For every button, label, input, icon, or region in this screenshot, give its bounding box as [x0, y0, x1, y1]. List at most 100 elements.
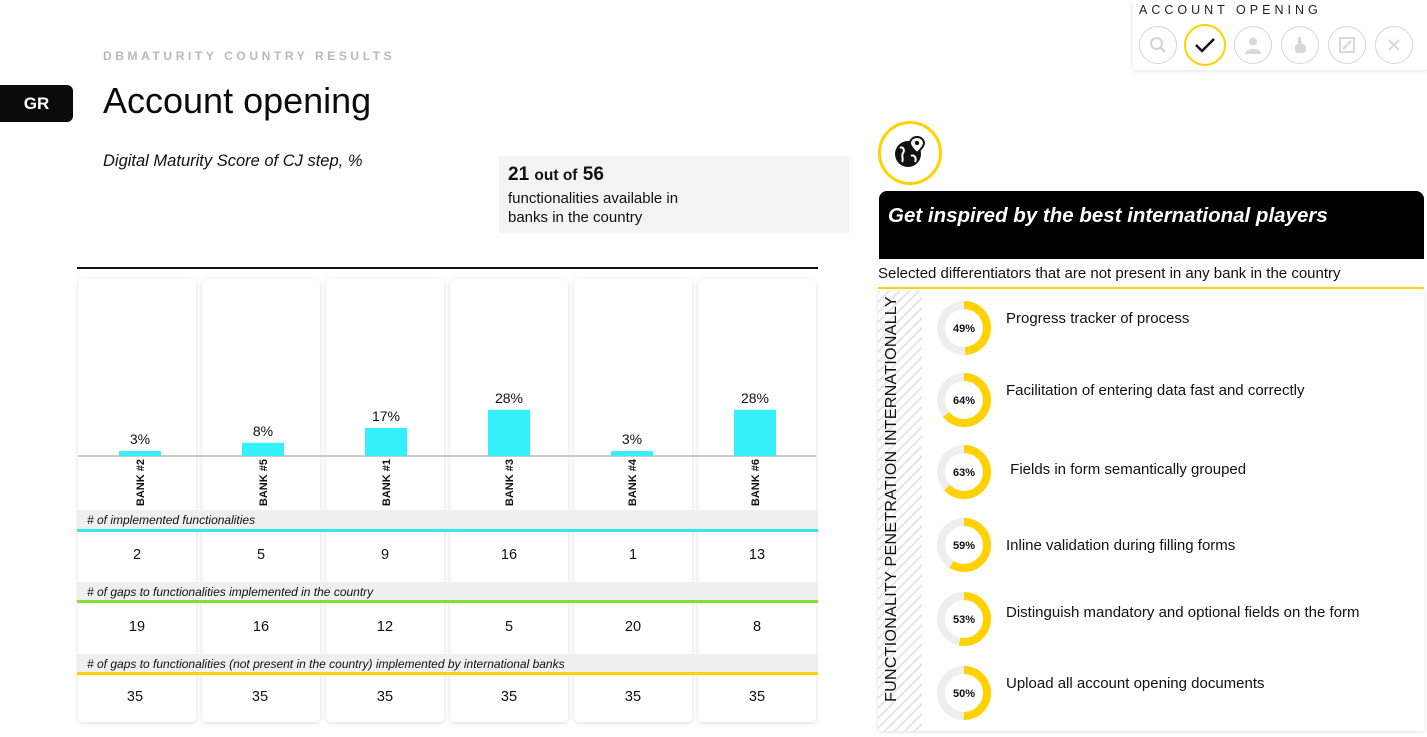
- bar-chart: 3% BANK #2 8% BANK #5 17% BANK #1 28% BANK #3 3%…: [78, 390, 816, 506]
- report-subtitle: DBMATURITY COUNTRY RESULTS: [103, 49, 396, 63]
- category-label: BANK #6: [750, 459, 762, 506]
- penetration-donut: 53%: [937, 592, 991, 646]
- feature-text: Progress tracker of process: [1006, 310, 1190, 327]
- bar: [365, 427, 407, 456]
- table-cell: 19: [128, 619, 146, 635]
- table-cell: 35: [376, 689, 394, 705]
- row-line-implemented: [77, 529, 818, 532]
- donut-percent: 50%: [953, 688, 975, 700]
- category-label: BANK #5: [258, 459, 270, 506]
- table-cell: 12: [376, 619, 394, 635]
- bank-column-card: [326, 279, 444, 722]
- bar-value-label: 17%: [372, 408, 400, 424]
- bar: [488, 409, 530, 456]
- country-badge: GR: [0, 85, 73, 122]
- table-cell: 35: [500, 689, 518, 705]
- penetration-donut: 63%: [937, 445, 991, 499]
- category-label: BANK #2: [135, 459, 147, 506]
- table-cell: 8: [752, 619, 762, 635]
- row-line-gaps-country: [77, 600, 818, 603]
- donut-percent: 53%: [953, 614, 975, 626]
- feature-text: Distinguish mandatory and optional field…: [1006, 604, 1360, 621]
- bank-column-card: [202, 279, 320, 722]
- search-icon[interactable]: [1139, 26, 1177, 64]
- table-cell: 16: [500, 547, 518, 563]
- donut-fill: [937, 373, 991, 427]
- donut-fill: [937, 445, 991, 499]
- differentiators-label: Selected differentiators that are not pr…: [878, 265, 1341, 282]
- bar: [734, 409, 776, 456]
- bank-column-card: [574, 279, 692, 722]
- donut-percent: 64%: [953, 395, 975, 407]
- donut-percent: 63%: [953, 467, 975, 479]
- score-label: Digital Maturity Score of CJ step, %: [103, 152, 363, 170]
- total-count: 56: [582, 164, 604, 185]
- differentiators-rule: [878, 287, 1424, 289]
- row-band-implemented: [77, 510, 818, 530]
- bar: [611, 451, 653, 456]
- donut-fill: [937, 301, 991, 355]
- table-cell: 35: [126, 689, 144, 705]
- out-of-label: out of: [534, 167, 578, 184]
- row-band-gaps-country: [77, 582, 818, 602]
- feature-text: Upload all account opening documents: [1006, 675, 1265, 692]
- table-cell: 5: [504, 619, 514, 635]
- table-cell: 1: [628, 547, 638, 563]
- table-cell: 35: [624, 689, 642, 705]
- bar-value-label: 28%: [741, 390, 769, 406]
- functionalities-count: 21 out of 56: [508, 164, 604, 186]
- bar-value-label: 8%: [253, 423, 273, 439]
- bar-value-label: 3%: [130, 431, 150, 447]
- step-nav-title: ACCOUNT OPENING: [1139, 3, 1322, 17]
- donut-percent: 49%: [953, 323, 975, 335]
- donut-fill: [937, 518, 991, 572]
- donut-fill: [937, 666, 991, 720]
- functionalities-description: functionalities available in banks in th…: [508, 190, 679, 226]
- functionalities-summary: 21 out of 56 functionalities available i…: [499, 156, 849, 233]
- inspire-header: [879, 191, 1424, 259]
- table-cell: 20: [624, 619, 642, 635]
- table-cell: 2: [132, 547, 142, 563]
- table-cell: 9: [380, 547, 390, 563]
- penetration-axis-label: FUNCTIONALITY PENETRATION INTERNATIONALL…: [883, 296, 900, 702]
- bar: [242, 442, 284, 456]
- screen-icon[interactable]: [1328, 26, 1366, 64]
- category-label: BANK #4: [627, 458, 639, 506]
- table-cell: 16: [252, 619, 270, 635]
- donut-fill: [937, 592, 991, 646]
- table-cell: 13: [748, 547, 766, 563]
- category-label: BANK #3: [504, 459, 516, 506]
- row-label-gaps-country: # of gaps to functionalities implemented…: [87, 585, 374, 599]
- bank-column-card: [78, 279, 196, 722]
- feature-text: Inline validation during filling forms: [1006, 537, 1236, 554]
- donut-percent: 59%: [953, 540, 975, 552]
- row-band-gaps-international: [77, 654, 818, 674]
- page-title: Account opening: [103, 80, 372, 121]
- feature-text: Facilitation of entering data fast and c…: [1006, 382, 1305, 399]
- hatch-strip: [878, 291, 922, 731]
- available-count: 21: [508, 164, 530, 185]
- penetration-donut: 64%: [937, 373, 991, 427]
- bar-value-label: 28%: [495, 390, 523, 406]
- checkmark-icon[interactable]: [1184, 24, 1226, 66]
- features-panel: [878, 291, 1424, 731]
- hand-touch-icon[interactable]: [1281, 26, 1319, 64]
- person-icon[interactable]: [1234, 26, 1272, 64]
- bar-value-label: 3%: [622, 431, 642, 447]
- row-label-gaps-international: # of gaps to functionalities (not presen…: [87, 657, 565, 671]
- penetration-donut: 49%: [937, 301, 991, 355]
- row-line-gaps-international: [77, 672, 818, 675]
- table-cell: 35: [748, 689, 766, 705]
- globe-location-icon: [878, 121, 942, 185]
- category-label: BANK #1: [381, 459, 393, 506]
- penetration-donut: 50%: [937, 666, 991, 720]
- feature-text: Fields in form semantically grouped: [1006, 461, 1247, 478]
- table-cell: 5: [256, 547, 266, 563]
- row-label-implemented: # of implemented functionalities: [87, 513, 256, 527]
- chart-top-rule: [77, 267, 818, 269]
- bank-column-card: [450, 279, 568, 722]
- penetration-donut: 59%: [937, 518, 991, 572]
- bar: [119, 451, 161, 456]
- bank-column-card: [698, 279, 816, 722]
- close-icon[interactable]: [1375, 26, 1413, 64]
